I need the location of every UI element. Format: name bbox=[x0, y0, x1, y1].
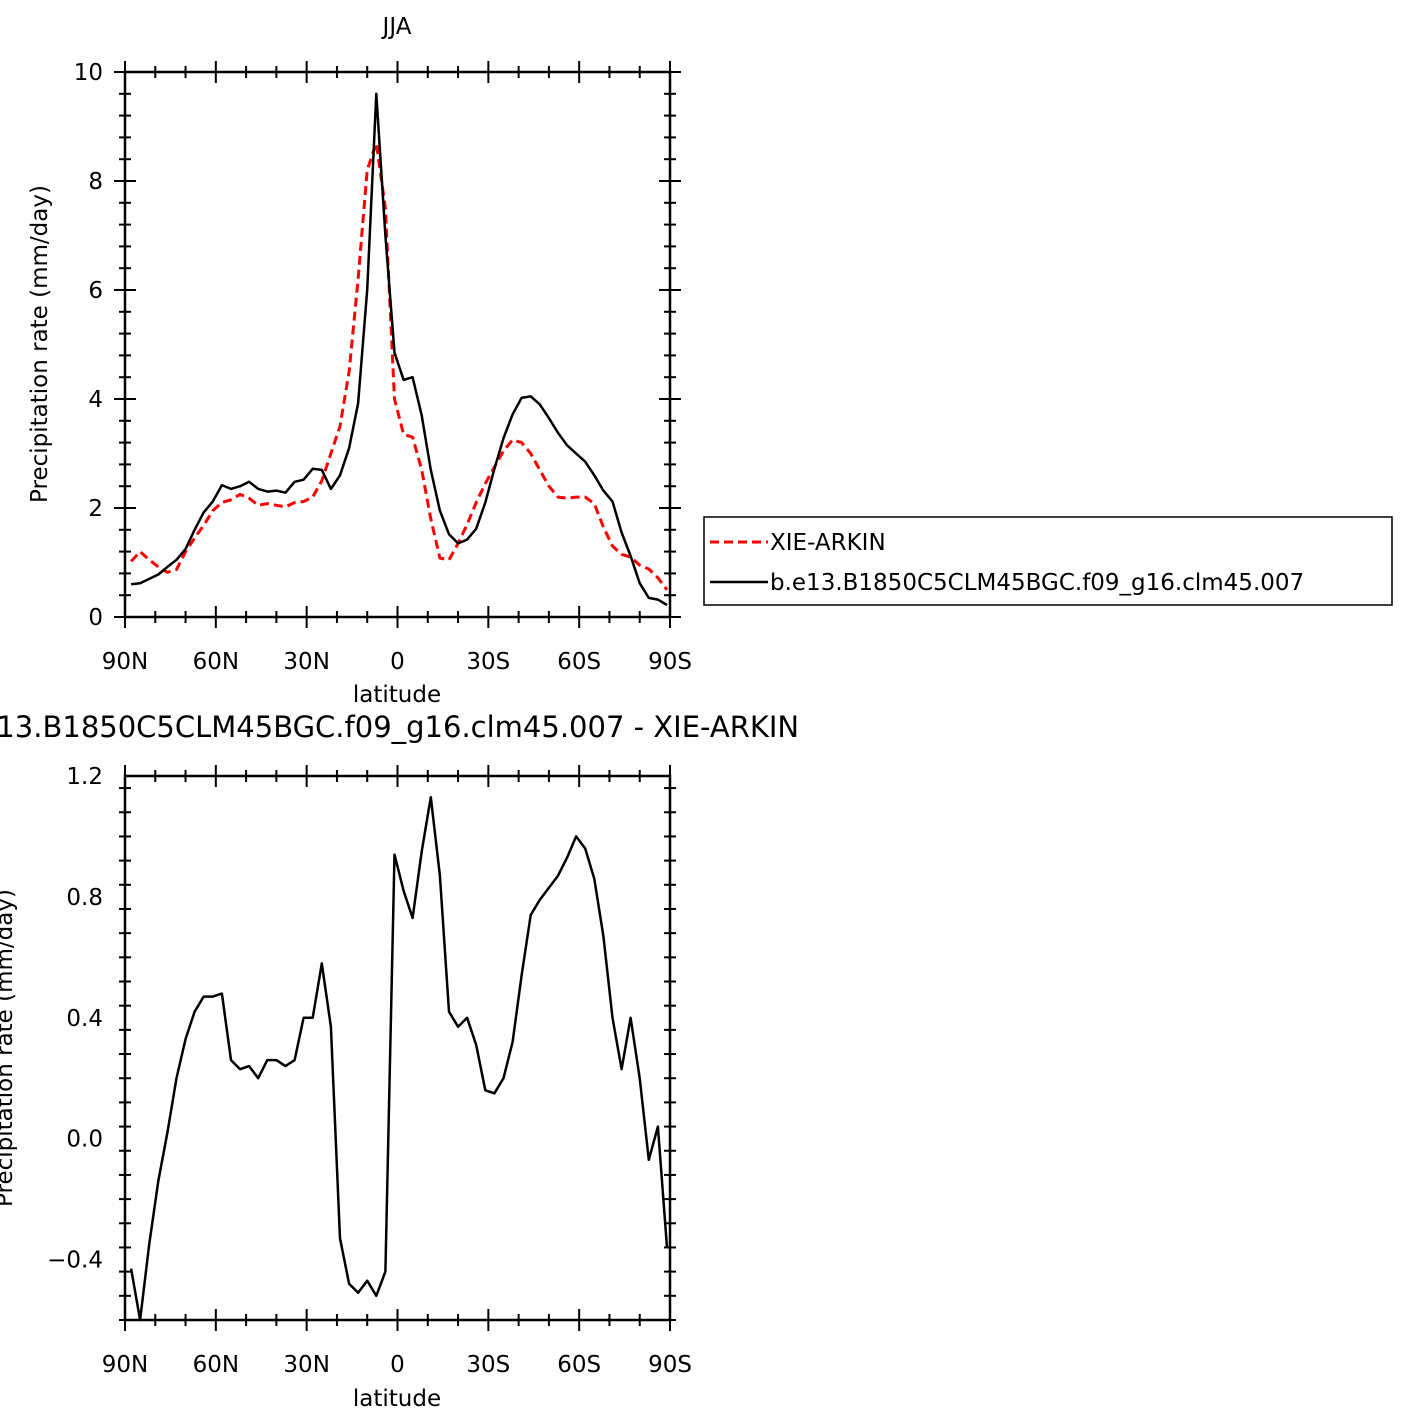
legend-label-xie-arkin: XIE-ARKIN bbox=[770, 530, 886, 556]
bottom-y-tick-label: 0.0 bbox=[66, 1127, 103, 1153]
bottom-x-tick-label: 0 bbox=[390, 1352, 405, 1378]
bottom-y-tick-label: −0.4 bbox=[47, 1248, 103, 1274]
bottom-x-axis-label: latitude bbox=[353, 1386, 441, 1412]
bottom-title: b.e13.B1850C5CLM45BGC.f09_g16.clm45.007 … bbox=[0, 710, 799, 744]
top-y-tick-label: 2 bbox=[88, 496, 103, 522]
bottom-x-tick-label: 30N bbox=[283, 1352, 329, 1378]
legend: XIE-ARKIN b.e13.B1850C5CLM45BGC.f09_g16.… bbox=[703, 516, 1393, 606]
bottom-panel: b.e13.B1850C5CLM45BGC.f09_g16.clm45.007 … bbox=[0, 710, 799, 1412]
top-axes: 90N 60N 30N 0 30S 60S 90S 0 2 4 6 8 10 bbox=[74, 60, 692, 675]
bottom-axes: 90N 60N 30N 0 30S 60S 90S −0.4 0.0 0.4 0.8 1.2 bbox=[47, 764, 692, 1378]
top-x-tick-label: 60S bbox=[557, 649, 601, 675]
legend-label-model: b.e13.B1850C5CLM45BGC.f09_g16.clm45.007 bbox=[770, 570, 1304, 596]
top-y-axis-label: Precipitation rate (mm/day) bbox=[27, 185, 53, 503]
legend-box bbox=[703, 516, 1393, 606]
top-panel: JJA Precipitation rate (mm/day) latitude… bbox=[27, 14, 692, 708]
bottom-x-tick-label: 90N bbox=[102, 1352, 148, 1378]
top-x-tick-label: 90N bbox=[102, 649, 148, 675]
top-series bbox=[129, 92, 669, 607]
bottom-y-tick-label: 1.2 bbox=[66, 764, 103, 790]
bottom-x-tick-label: 30S bbox=[466, 1352, 510, 1378]
top-title: JJA bbox=[381, 14, 412, 40]
top-y-tick-label: 0 bbox=[88, 605, 103, 631]
top-x-tick-label: 60N bbox=[193, 649, 239, 675]
top-series-line-1 bbox=[130, 92, 668, 607]
top-x-tick-label: 90S bbox=[648, 649, 692, 675]
top-plot-frame bbox=[123, 70, 672, 619]
bottom-y-axis-label: Precipitation rate (mm/day) bbox=[0, 889, 18, 1207]
top-y-tick-label: 8 bbox=[88, 169, 103, 195]
top-series-line-0 bbox=[129, 141, 669, 591]
top-y-tick-label: 6 bbox=[88, 278, 103, 304]
bottom-series-line-0 bbox=[129, 795, 669, 1322]
top-x-tick-label: 30S bbox=[466, 649, 510, 675]
top-x-axis-label: latitude bbox=[353, 682, 441, 708]
bottom-x-tick-label: 60N bbox=[193, 1352, 239, 1378]
top-y-tick-label: 10 bbox=[74, 60, 103, 86]
top-y-tick-label: 4 bbox=[88, 387, 103, 413]
bottom-x-tick-label: 90S bbox=[648, 1352, 692, 1378]
bottom-y-tick-label: 0.8 bbox=[66, 885, 103, 911]
bottom-series bbox=[129, 795, 669, 1322]
bottom-x-tick-label: 60S bbox=[557, 1352, 601, 1378]
top-x-tick-label: 0 bbox=[390, 649, 405, 675]
bottom-y-tick-label: 0.4 bbox=[66, 1006, 103, 1032]
top-x-tick-label: 30N bbox=[283, 649, 329, 675]
